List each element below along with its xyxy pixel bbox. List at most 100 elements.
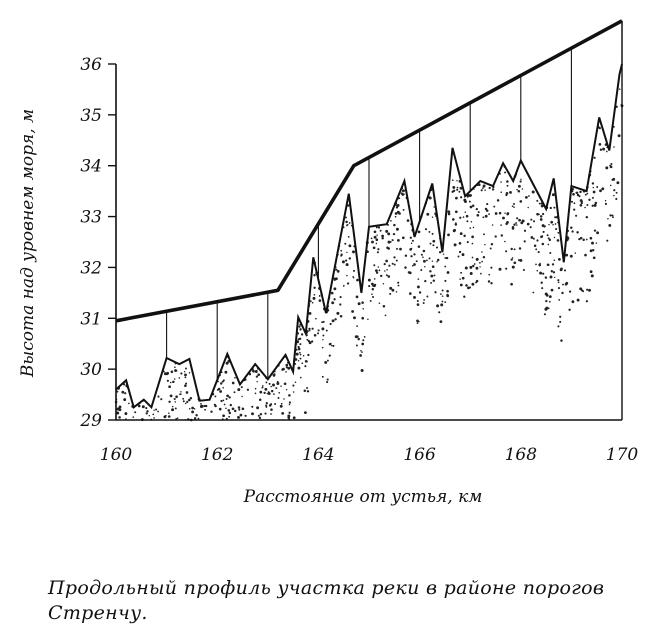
stipple-dot [484, 243, 486, 246]
stipple-dot [228, 415, 231, 418]
stipple-dot [353, 316, 356, 320]
stipple-dot [416, 303, 420, 306]
stipple-dot [239, 413, 243, 417]
stipple-dot [356, 335, 359, 338]
stipple-dot [570, 200, 573, 203]
stipple-dot [511, 205, 514, 208]
stipple-dot [322, 320, 325, 323]
stipple-dot [571, 230, 574, 233]
stipple-dot [471, 256, 474, 259]
stipple-dot [602, 147, 606, 151]
stipple-dot [549, 275, 553, 279]
stipple-dot [488, 186, 491, 190]
stipple-dot [458, 190, 461, 193]
stipple-dot [500, 234, 503, 237]
stipple-dot [456, 180, 458, 182]
stipple-dot [393, 263, 396, 266]
stipple-dot [538, 202, 541, 205]
stipple-dot [356, 325, 358, 327]
stipple-dot [506, 184, 509, 187]
stipple-dot [392, 232, 396, 236]
stipple-dot [490, 243, 494, 246]
stipple-dot [592, 190, 596, 194]
stipple-dot [539, 218, 543, 221]
stipple-dot [332, 344, 335, 347]
tick-labels: 29 30 31 32 33 34 35 36 160 162 164 166 168 170 [79, 55, 638, 465]
stipple-dot [193, 408, 196, 410]
stipple-dot [188, 407, 191, 410]
stipple-dot [241, 407, 245, 411]
stipple-dot [579, 203, 583, 207]
stipple-dot [444, 301, 447, 303]
stipple-dot [594, 201, 598, 205]
stipple-dot [500, 224, 502, 226]
stipple-dot [510, 247, 513, 251]
stipple-dot [535, 248, 538, 251]
stipple-dot [506, 212, 510, 215]
stipple-dot [479, 266, 481, 268]
stipple-dot [308, 327, 311, 331]
stipple-dot [410, 255, 413, 258]
stipple-dot [255, 375, 259, 378]
stipple-dot [585, 238, 588, 241]
stipple-dot [406, 219, 410, 222]
stipple-dot [348, 222, 351, 224]
stipple-dot [596, 186, 599, 188]
stipple-dot [189, 396, 193, 400]
stipple-dot [285, 388, 288, 391]
stipple-dot [550, 220, 554, 224]
stipple-dot [510, 282, 513, 286]
stipple-dot [615, 191, 618, 194]
stipple-dot [360, 369, 364, 372]
stipple-dot [411, 264, 414, 267]
stipple-dot [297, 347, 301, 351]
stipple-dot [415, 260, 418, 263]
stipple-dot [479, 262, 481, 264]
stipple-dot [523, 229, 527, 232]
stipple-dot [484, 189, 486, 191]
stipple-dot [541, 287, 544, 290]
stipple-dot [344, 216, 347, 219]
stipple-dot [573, 208, 576, 211]
stipple-dot [128, 402, 130, 405]
stipple-dot [368, 285, 371, 288]
stipple-dot [347, 204, 350, 207]
stipple-dot [447, 233, 450, 237]
stipple-dot [121, 390, 125, 394]
stipple-dot [228, 411, 232, 415]
stipple-dot [515, 222, 518, 224]
stipple-dot [433, 206, 435, 208]
stipple-dot [321, 346, 324, 349]
stipple-dot [304, 365, 307, 368]
stipple-dot [254, 370, 258, 373]
stipple-dot [490, 282, 493, 285]
stipple-dot [200, 404, 204, 408]
stipple-dot [222, 379, 225, 382]
stipple-dot [335, 277, 338, 281]
stipple-dot [446, 293, 449, 296]
stipple-dot [444, 279, 447, 282]
stipple-dot [471, 204, 475, 208]
stipple-dot [134, 411, 137, 414]
stipple-dot [233, 391, 236, 394]
stipple-dot [345, 263, 349, 267]
stipple-dot [464, 266, 468, 270]
stipple-dot [557, 325, 560, 328]
stipple-dot [565, 253, 569, 257]
stipple-dot [254, 392, 257, 395]
stipple-dot [436, 304, 440, 308]
stipple-dot [422, 259, 426, 263]
stipple-dot [518, 247, 522, 250]
stipple-dot [301, 362, 304, 365]
stipple-dot [439, 320, 443, 323]
stipple-dot [613, 194, 615, 197]
stipple-dot [330, 344, 333, 347]
y-tick-label: 36 [80, 55, 102, 75]
stipple-dot [171, 381, 174, 383]
stipple-dot [220, 399, 223, 403]
stipple-dot [453, 243, 457, 247]
stipple-dot [367, 318, 369, 321]
stipple-dot [513, 203, 515, 205]
stipple-dot [461, 253, 465, 257]
stipple-dot [578, 195, 581, 198]
